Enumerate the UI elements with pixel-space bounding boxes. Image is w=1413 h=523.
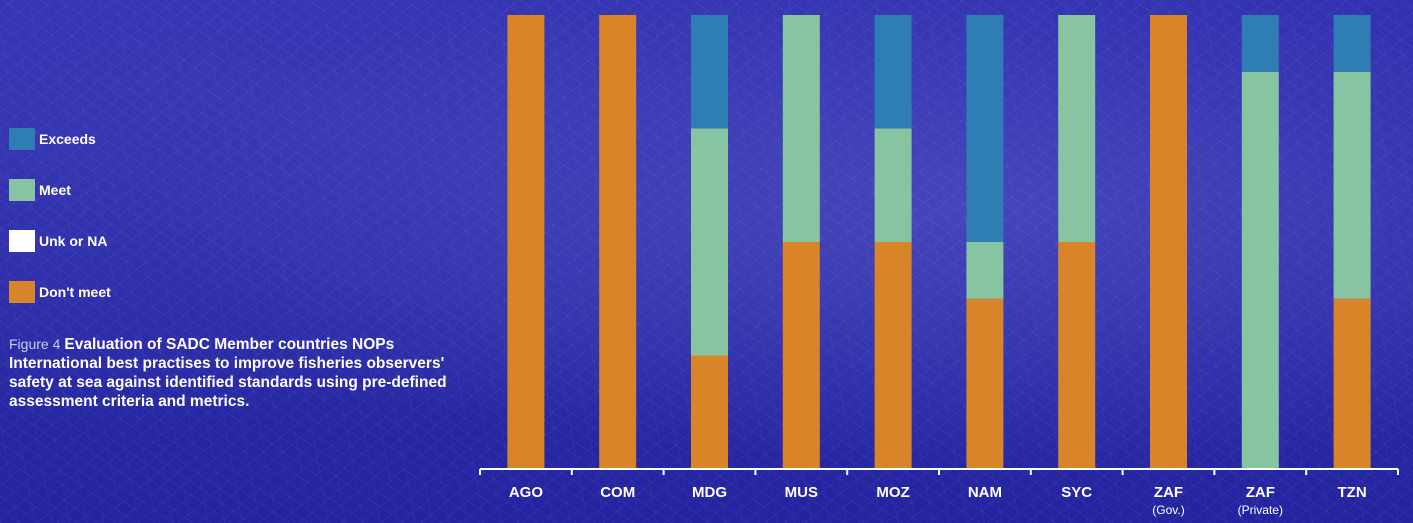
bar-zaf-8-series-3: [1241, 15, 1279, 72]
legend-swatch-unk-or-na: [9, 230, 35, 252]
x-tick-label-6: SYC: [1061, 484, 1092, 501]
bar-ago-0-series-0: [507, 15, 545, 469]
bar-zaf-7-series-0: [1150, 15, 1187, 469]
x-tick-label-7: ZAF: [1154, 484, 1183, 501]
bar-moz-4-series-2: [874, 128, 912, 242]
legend-item-exceeds: Exceeds: [9, 128, 111, 150]
legend-swatch-exceeds: [9, 128, 35, 150]
legend-item-unk-or-na: Unk or NA: [9, 230, 111, 252]
bar-nam-5-series-2: [966, 242, 1004, 299]
x-tick-label-9: TZN: [1338, 484, 1367, 501]
bar-tzn-9-series-2: [1333, 71, 1371, 299]
x-tick-label-5: NAM: [968, 484, 1002, 501]
bar-nam-5-series-0: [966, 298, 1004, 469]
legend-label-exceeds: Exceeds: [39, 131, 96, 147]
bar-mdg-2-series-3: [691, 15, 728, 129]
bar-moz-4-series-0: [874, 242, 912, 469]
figure-caption: Figure 4 Evaluation of SADC Member countr…: [9, 335, 454, 411]
legend-item-meet: Meet: [9, 179, 111, 201]
bar-mus-3-series-0: [782, 242, 820, 469]
bar-com-1-series-0: [599, 15, 637, 469]
bar-mdg-2-series-0: [691, 355, 728, 469]
x-tick-label-2: MDG: [692, 484, 727, 501]
figure-label: Figure 4: [9, 336, 61, 352]
bar-syc-6-series-0: [1058, 242, 1096, 469]
x-tick-label-8: ZAF: [1246, 484, 1275, 501]
bar-tzn-9-series-0: [1333, 298, 1371, 469]
legend: Exceeds Meet Unk or NA Don't meet: [9, 128, 111, 332]
x-tick-label-0: AGO: [509, 484, 544, 501]
legend-item-dont-meet: Don't meet: [9, 281, 111, 303]
bar-mus-3-series-2: [782, 15, 820, 242]
legend-label-unk-or-na: Unk or NA: [39, 233, 108, 249]
x-tick-label-3: MUS: [785, 484, 818, 501]
legend-label-meet: Meet: [39, 182, 71, 198]
x-tick-sublabel-7: (Gov.): [1152, 503, 1184, 517]
bar-moz-4-series-3: [874, 15, 912, 129]
legend-label-dont-meet: Don't meet: [39, 284, 111, 300]
bar-nam-5-series-3: [966, 15, 1004, 242]
bar-zaf-8-series-2: [1241, 71, 1279, 469]
bar-mdg-2-series-2: [691, 128, 728, 356]
x-tick-label-4: MOZ: [876, 484, 909, 501]
x-tick-label-1: COM: [600, 484, 635, 501]
x-tick-sublabel-8: (Private): [1238, 503, 1283, 517]
figure-caption-text: Evaluation of SADC Member countries NOPs…: [9, 336, 447, 410]
bar-tzn-9-series-3: [1333, 15, 1371, 72]
legend-swatch-meet: [9, 179, 35, 201]
legend-swatch-dont-meet: [9, 281, 35, 303]
bar-syc-6-series-2: [1058, 15, 1096, 242]
